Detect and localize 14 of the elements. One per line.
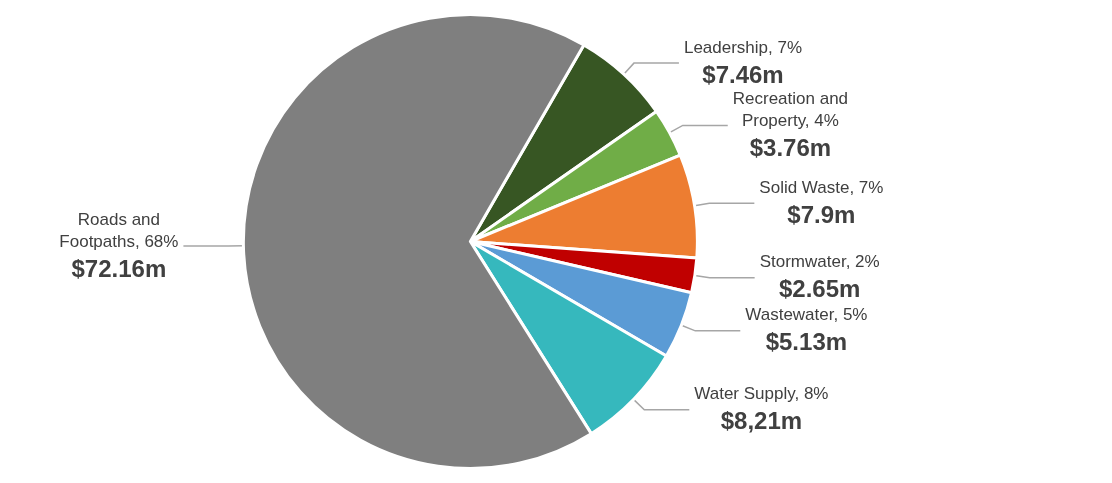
data-label: $72.16m [71, 254, 167, 282]
slice-label: Recreation and Property, 4% [732, 88, 849, 130]
data-label: $2.65m [778, 275, 861, 303]
slice-label: Stormwater, 2% [759, 252, 880, 272]
data-label: $7.9m [787, 200, 856, 228]
data-label: $8,21m [720, 407, 803, 435]
data-label: $7.46m [702, 60, 784, 88]
slice-label: Roads and Footpaths, 68% [59, 209, 179, 251]
slice-label: Solid Waste, 7% [759, 177, 884, 197]
data-label: $5.13m [765, 328, 848, 356]
slice-label: Leadership, 7% [683, 37, 803, 57]
data-label: $3.76m [749, 133, 832, 161]
slice-label: Wastewater, 5% [745, 305, 868, 325]
slice-label: Water Supply, 8% [694, 384, 829, 404]
